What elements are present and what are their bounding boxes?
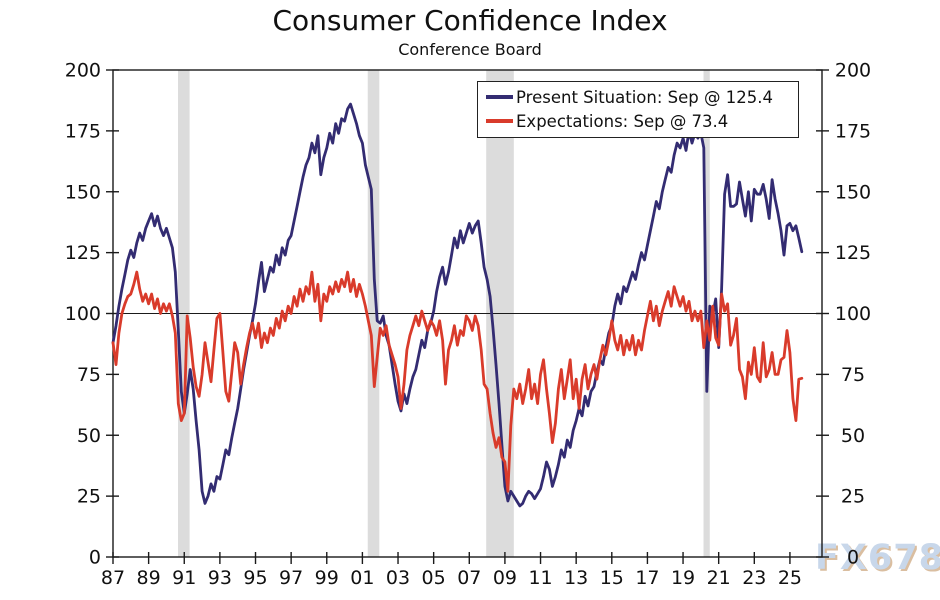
- legend-line-sample-expectations: [486, 119, 513, 123]
- x-tick-label: 13: [564, 567, 588, 589]
- x-tick-label: 11: [528, 567, 552, 589]
- y-tick-label-right: 75: [841, 364, 865, 386]
- x-tick-label: 17: [635, 567, 659, 589]
- x-tick-label: 01: [350, 567, 374, 589]
- x-tick-label: 03: [386, 567, 410, 589]
- x-tick-label: 05: [422, 567, 446, 589]
- y-tick-label-left: 100: [65, 303, 101, 325]
- y-tick-label-left: 25: [77, 486, 101, 508]
- x-tick-label: 89: [137, 567, 161, 589]
- x-tick-label: 99: [315, 567, 339, 589]
- x-tick-label: 09: [493, 567, 517, 589]
- chart-title: Consumer Confidence Index: [272, 4, 668, 37]
- chart-subtitle: Conference Board: [398, 40, 542, 59]
- legend-line-sample-present-situation: [486, 95, 513, 99]
- y-tick-label-right: 150: [835, 181, 871, 203]
- y-tick-label-left: 175: [65, 120, 101, 142]
- y-tick-label-left: 200: [65, 60, 101, 82]
- x-tick-label: 19: [671, 567, 695, 589]
- y-tick-label-left: 0: [89, 547, 101, 569]
- y-tick-label-right: 125: [835, 242, 871, 264]
- x-tick-label: 21: [707, 567, 731, 589]
- y-tick-label-right: 175: [835, 120, 871, 142]
- y-tick-label-right: 25: [841, 486, 865, 508]
- legend: Present Situation: Sep @ 125.4 Expectati…: [477, 81, 799, 138]
- y-tick-label-left: 125: [65, 242, 101, 264]
- series-line-present-situation: [111, 102, 804, 508]
- y-tick-label-left: 75: [77, 364, 101, 386]
- x-tick-label: 95: [243, 567, 267, 589]
- x-tick-label: 25: [778, 567, 802, 589]
- y-tick-label-right: 50: [841, 425, 865, 447]
- legend-label-expectations: Expectations: Sep @ 73.4: [516, 111, 729, 131]
- x-tick-label: 97: [279, 567, 303, 589]
- legend-item-expectations: Expectations: Sep @ 73.4: [486, 109, 790, 133]
- series-line-expectations: [111, 270, 804, 493]
- x-tick-label: 23: [742, 567, 766, 589]
- x-tick-label: 91: [172, 567, 196, 589]
- legend-label-present-situation: Present Situation: Sep @ 125.4: [516, 87, 773, 107]
- legend-item-present-situation: Present Situation: Sep @ 125.4: [486, 85, 790, 109]
- x-tick-label: 93: [208, 567, 232, 589]
- x-tick-label: 87: [101, 567, 125, 589]
- x-tick-label: 07: [457, 567, 481, 589]
- watermark-fx678: FX678: [815, 538, 940, 578]
- y-tick-label-right: 100: [835, 303, 871, 325]
- y-tick-label-right: 0: [847, 547, 859, 569]
- y-tick-label-left: 50: [77, 425, 101, 447]
- x-tick-label: 15: [600, 567, 624, 589]
- y-tick-label-left: 150: [65, 181, 101, 203]
- y-tick-label-right: 200: [835, 60, 871, 82]
